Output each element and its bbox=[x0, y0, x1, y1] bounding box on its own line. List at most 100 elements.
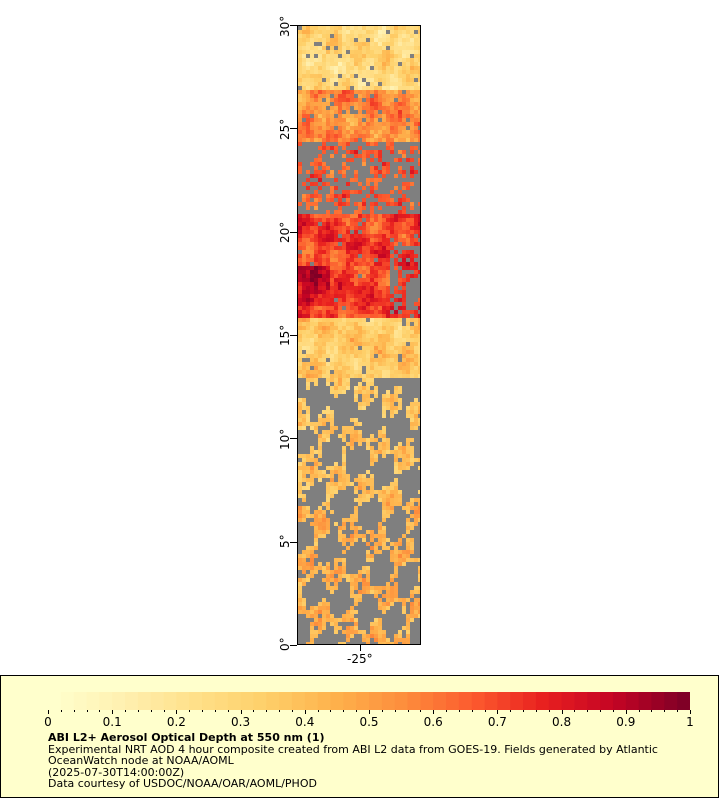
colorbar-minor-tick bbox=[356, 710, 358, 712]
lon-label-minus25: -25° bbox=[347, 652, 373, 666]
colorbar-segment bbox=[163, 692, 177, 710]
colorbar-minor-tick bbox=[600, 710, 602, 712]
lat-label-0: 0° bbox=[278, 637, 292, 651]
colorbar-segment bbox=[523, 692, 537, 710]
colorbar-tick bbox=[112, 710, 114, 714]
colorbar-label: 0.4 bbox=[295, 715, 315, 729]
colorbar-label: 1 bbox=[686, 715, 694, 729]
colorbar-label: 0.3 bbox=[231, 715, 251, 729]
lat-label-20: 20° bbox=[278, 221, 292, 243]
colorbar-segment bbox=[279, 692, 293, 710]
colorbar-segment bbox=[48, 692, 62, 710]
colorbar-segment bbox=[73, 692, 88, 710]
colorbar-label: 0.9 bbox=[616, 715, 636, 729]
lat-tick-15 bbox=[290, 335, 297, 336]
colorbar-segment bbox=[266, 692, 280, 710]
colorbar-segment bbox=[99, 692, 113, 710]
legend-credit: Data courtesy of USDOC/NOAA/OAR/AOML/PHO… bbox=[48, 777, 317, 790]
colorbar-segment bbox=[420, 692, 434, 710]
legend-title: ABI L2+ Aerosol Optical Depth at 550 nm … bbox=[48, 731, 325, 744]
lat-tick-20 bbox=[290, 232, 297, 233]
colorbar-label: 0.8 bbox=[552, 715, 572, 729]
colorbar-segment bbox=[471, 692, 486, 710]
legend-box: 0 0.1 0.2 0.3 0.4 0.5 0.6 0.7 0.8 0.9 1 ABI L2+ Ae… bbox=[0, 675, 719, 798]
colorbar-tick bbox=[433, 710, 435, 714]
colorbar-tick bbox=[625, 710, 627, 714]
colorbar-minor-tick bbox=[317, 710, 319, 712]
colorbar-minor-tick bbox=[446, 710, 448, 712]
colorbar-segment bbox=[317, 692, 331, 710]
colorbar-label: 0.5 bbox=[359, 715, 379, 729]
colorbar-minor-tick bbox=[279, 710, 281, 712]
colorbar-segment bbox=[625, 692, 640, 710]
colorbar-segment bbox=[189, 692, 203, 710]
colorbar-segment bbox=[330, 692, 344, 710]
colorbar-segment bbox=[664, 692, 678, 710]
colorbar-segment bbox=[497, 692, 511, 710]
colorbar-segment bbox=[446, 692, 460, 710]
colorbar-minor-tick bbox=[125, 710, 127, 712]
colorbar-segment bbox=[291, 692, 306, 710]
colorbar-segment bbox=[112, 692, 126, 710]
aod-raster-image bbox=[298, 26, 420, 644]
colorbar-minor-tick bbox=[535, 710, 537, 712]
colorbar-segment bbox=[574, 692, 588, 710]
colorbar-tick bbox=[561, 710, 563, 714]
colorbar-minor-tick bbox=[163, 710, 165, 712]
colorbar-segment bbox=[433, 692, 447, 710]
colorbar-segment bbox=[484, 692, 498, 710]
legend-description-line1: Experimental NRT AOD 4 hour composite cr… bbox=[48, 742, 658, 756]
colorbar-minor-tick bbox=[202, 710, 204, 712]
colorbar-minor-tick bbox=[86, 710, 88, 712]
colorbar-segment bbox=[561, 692, 575, 710]
colorbar-minor-tick bbox=[189, 710, 191, 712]
colorbar-segment bbox=[253, 692, 267, 710]
colorbar-segment bbox=[343, 692, 357, 710]
colorbar-minor-tick bbox=[523, 710, 525, 712]
colorbar-segment bbox=[60, 692, 75, 710]
aod-map-panel[interactable] bbox=[297, 25, 421, 645]
lat-label-15: 15° bbox=[278, 324, 292, 346]
colorbar-segment bbox=[651, 692, 665, 710]
colorbar-segment bbox=[202, 692, 216, 710]
colorbar-segment bbox=[600, 692, 614, 710]
colorbar-segment bbox=[125, 692, 139, 710]
colorbar-minor-tick bbox=[471, 710, 473, 712]
colorbar-minor-tick bbox=[291, 710, 293, 712]
colorbar-minor-tick bbox=[651, 710, 653, 712]
lat-label-25: 25° bbox=[278, 118, 292, 140]
colorbar-minor-tick bbox=[587, 710, 589, 712]
colorbar-segment bbox=[548, 692, 563, 710]
colorbar-label: 0.6 bbox=[423, 715, 443, 729]
colorbar-minor-tick bbox=[612, 710, 614, 712]
lat-tick-25 bbox=[290, 128, 297, 129]
colorbar-minor-tick bbox=[73, 710, 75, 712]
colorbar-segment bbox=[86, 692, 100, 710]
colorbar-minor-tick bbox=[253, 710, 255, 712]
colorbar-label: 0.7 bbox=[487, 715, 507, 729]
lon-tick-minus25 bbox=[360, 645, 361, 651]
colorbar-tick bbox=[48, 710, 49, 714]
colorbar-segment bbox=[587, 692, 601, 710]
colorbar-tick bbox=[497, 710, 499, 714]
lat-tick-10 bbox=[290, 438, 297, 439]
colorbar-minor-tick bbox=[214, 710, 216, 712]
lat-label-5: 5° bbox=[278, 534, 292, 548]
colorbar-minor-tick bbox=[266, 710, 268, 712]
colorbar-minor-tick bbox=[137, 710, 139, 712]
colorbar-minor-tick bbox=[330, 710, 332, 712]
colorbar-segment bbox=[677, 692, 690, 710]
lat-tick-0 bbox=[290, 645, 297, 646]
lat-label-30: 30° bbox=[278, 15, 292, 37]
legend-text: ABI L2+ Aerosol Optical Depth at 550 nm … bbox=[48, 732, 698, 790]
colorbar-tick bbox=[369, 710, 370, 714]
colorbar-minor-tick bbox=[420, 710, 422, 712]
colorbar-label: 0.1 bbox=[102, 715, 122, 729]
colorbar-segment bbox=[510, 692, 524, 710]
colorbar bbox=[48, 692, 690, 710]
colorbar-segment bbox=[227, 692, 242, 710]
colorbar-minor-tick bbox=[60, 710, 62, 712]
colorbar-segment bbox=[612, 692, 627, 710]
colorbar-segment bbox=[304, 692, 319, 710]
colorbar-segment bbox=[150, 692, 165, 710]
